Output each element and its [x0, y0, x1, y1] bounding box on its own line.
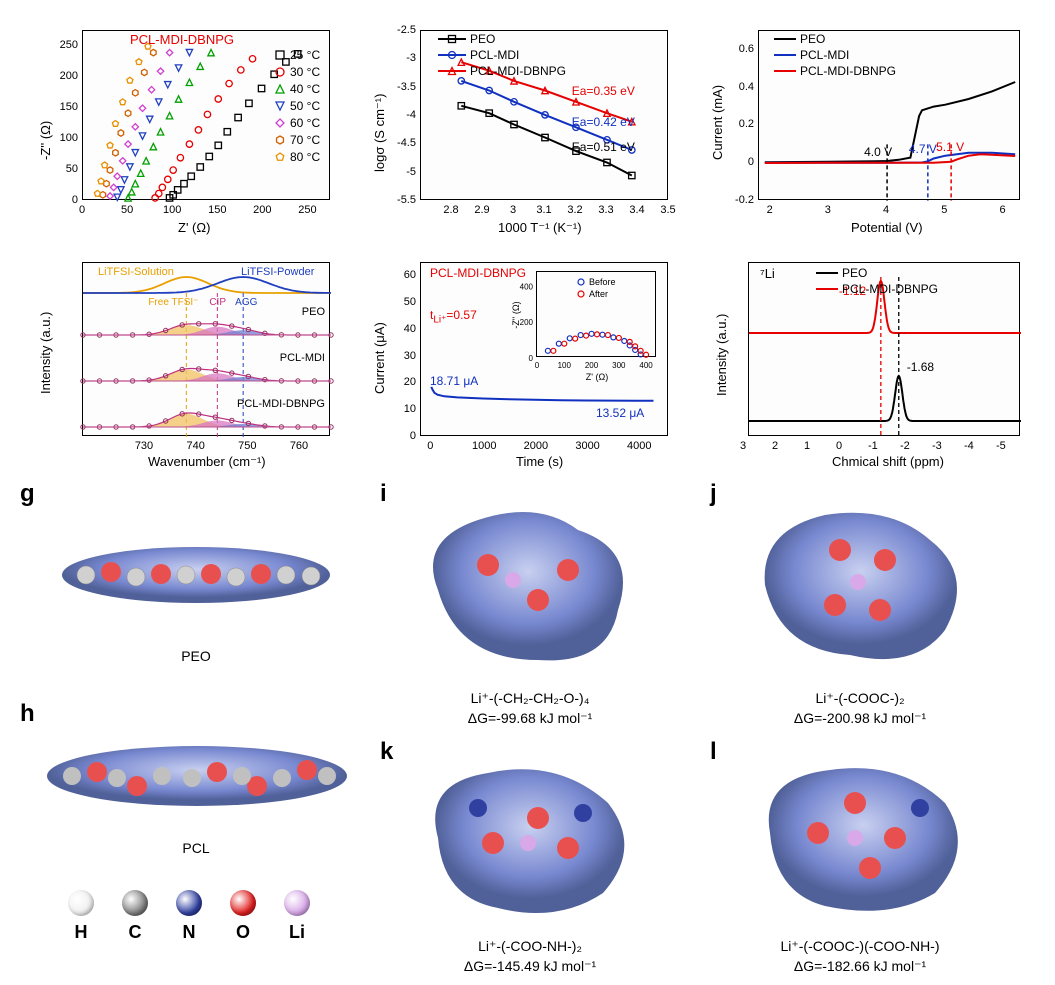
mol-k-svg: [408, 748, 648, 928]
f-xlabel: Chmical shift (ppm): [832, 454, 944, 469]
mol-i: [408, 490, 648, 680]
svg-text:200: 200: [520, 318, 534, 327]
svg-text:PEO: PEO: [302, 306, 326, 318]
e-i0: 18.71 μA: [430, 374, 478, 388]
d-xlabel: Wavenumber (cm⁻¹): [148, 454, 266, 470]
mol-h: [42, 728, 352, 824]
mol-j-label: Li⁺-(-COOC-)₂: [710, 690, 1010, 707]
svg-text:-Z'' (Ω): -Z'' (Ω): [511, 301, 521, 328]
d-ylabel: Intensity (a.u.): [38, 312, 53, 394]
mol-g: [56, 530, 336, 620]
b-xlabel: 1000 T⁻¹ (K⁻¹): [498, 220, 582, 236]
mol-i-label: Li⁺-(-CH₂-CH₂-O-)₄: [380, 690, 680, 707]
mol-h-svg: [42, 728, 352, 824]
svg-text:AGG: AGG: [235, 297, 257, 308]
svg-text:400: 400: [639, 361, 653, 370]
c-xlabel: Potential (V): [851, 220, 923, 235]
mol-k-label: Li⁺-(-COO-NH-)₂: [380, 938, 680, 955]
e-ylabel: Current (μA): [372, 322, 387, 394]
svg-text:-1.68: -1.68: [907, 360, 935, 374]
a-title: PCL-MDI-DBNPG: [130, 32, 234, 47]
b-legend: PEOPCL-MDIPCL-MDI-DBNPG: [438, 32, 566, 80]
mol-l-label: Li⁺-(-COOC-)(-COO-NH-): [710, 938, 1010, 955]
label-g: g: [20, 480, 35, 508]
mol-i-svg: [408, 490, 648, 680]
chart-e-inset: 01002003004000200400Z' (Ω)-Z'' (Ω)Before…: [536, 271, 656, 357]
a-legend: 25 °C30 °C40 °C50 °C60 °C70 °C80 °C: [274, 48, 320, 167]
atom-legend: HCNOLi: [68, 890, 310, 943]
svg-text:100: 100: [558, 361, 572, 370]
mol-j-dg: ΔG=-200.98 kJ mol⁻¹: [700, 710, 1020, 727]
svg-text:0: 0: [529, 354, 534, 363]
a-xlabel: Z' (Ω): [178, 220, 210, 235]
label-h: h: [20, 700, 35, 728]
mol-i-dg: ΔG=-99.68 kJ mol⁻¹: [370, 710, 690, 727]
mol-j: [740, 490, 980, 680]
mol-g-label: PEO: [46, 648, 346, 664]
c-legend: PEOPCL-MDIPCL-MDI-DBNPG: [774, 32, 896, 80]
svg-text:300: 300: [612, 361, 626, 370]
panel-e: 0 100 200 300 400 0 200 400 Z' (Ω) -Z'' (Ω) Before…: [358, 246, 678, 472]
b-ylabel: logσ (S cm⁻¹): [372, 94, 388, 172]
svg-text:CIP: CIP: [209, 297, 226, 308]
mol-h-label: PCL: [46, 840, 346, 856]
svg-text:Before: Before: [589, 277, 616, 287]
panel-f: -1.68-1.12 Intensity (a.u.) Chmical shif…: [696, 246, 1036, 472]
mol-j-svg: [740, 490, 980, 680]
svg-text:Z' (Ω): Z' (Ω): [586, 372, 608, 382]
mol-k-dg: ΔG=-145.49 kJ mol⁻¹: [370, 958, 690, 975]
svg-text:LiTFSI-Solution: LiTFSI-Solution: [98, 266, 174, 278]
e-iss: 13.52 μA: [596, 406, 644, 420]
label-k: k: [380, 738, 393, 766]
panel-b: logσ (S cm⁻¹) 1000 T⁻¹ (K⁻¹) PEOPCL-MDIP…: [358, 12, 678, 238]
c-ylabel: Current (mA): [710, 85, 725, 160]
svg-text:LiTFSI-Powder: LiTFSI-Powder: [241, 266, 315, 278]
e-xlabel: Time (s): [516, 454, 563, 469]
svg-text:0: 0: [535, 361, 540, 370]
svg-text:PCL-MDI: PCL-MDI: [280, 352, 325, 364]
chart-d-area: LiTFSI-Solution LiTFSI-Powder PEO PCL-MDI PC…: [82, 262, 330, 436]
svg-text:400: 400: [520, 282, 534, 291]
mol-l-dg: ΔG=-182.66 kJ mol⁻¹: [700, 958, 1020, 975]
panel-c: Current (mA) Potential (V) PEOPCL-MDIPCL…: [696, 12, 1036, 238]
panel-d: LiTFSI-Solution LiTFSI-Powder PEO PCL-MDI PC…: [20, 246, 340, 472]
panel-a: -Z'' (Ω) Z' (Ω) PCL-MDI-DBNPG 25 °C30 °C…: [20, 12, 340, 238]
svg-text:PCL-MDI-DBNPG: PCL-MDI-DBNPG: [237, 398, 325, 410]
svg-text:200: 200: [585, 361, 599, 370]
mol-l-svg: [740, 748, 980, 928]
chart-e-inset-svg: 01002003004000200400Z' (Ω)-Z'' (Ω)Before…: [537, 272, 657, 358]
mol-k: [408, 748, 648, 928]
label-i: i: [380, 480, 387, 508]
f-legend: PEOPCL-MDI-DBNPG: [816, 266, 938, 298]
svg-text:After: After: [589, 289, 608, 299]
e-tli: tLi⁺=0.57: [430, 308, 477, 325]
svg-text:Free TFSI⁻: Free TFSI⁻: [148, 297, 198, 308]
label-j: j: [710, 480, 717, 508]
label-l: l: [710, 738, 717, 766]
mol-l: [740, 748, 980, 928]
mol-g-svg: [56, 530, 336, 620]
f-nmr: ⁷Li: [760, 266, 775, 281]
f-ylabel: Intensity (a.u.): [714, 314, 729, 396]
figure-root: a -Z'' (Ω) Z' (Ω) PCL-MDI-DBNPG 25 °C30 …: [0, 0, 1055, 985]
chart-d-svg: LiTFSI-Solution LiTFSI-Powder PEO PCL-MDI PC…: [83, 263, 331, 437]
e-title: PCL-MDI-DBNPG: [430, 266, 526, 280]
